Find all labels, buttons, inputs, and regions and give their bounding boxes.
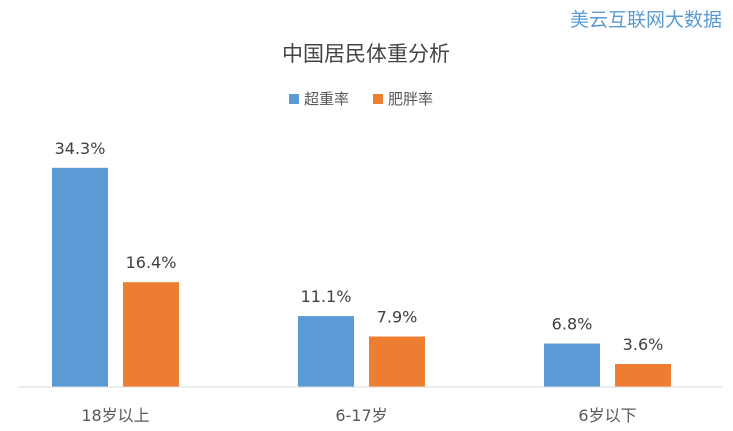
data-label-0-1: 16.4% [126,253,177,272]
chart-title: 中国居民体重分析 [282,42,450,66]
data-label-1-1: 7.9% [377,308,418,327]
bar-2-1 [615,363,671,387]
legend-swatch-overweight [289,94,299,104]
bar-1-1 [369,336,425,387]
legend-label-overweight: 超重率 [304,90,349,108]
data-label-2-0: 6.8% [552,315,593,334]
legend-swatch-obesity [373,94,383,104]
x-tick-label-0: 18岁以上 [81,406,149,425]
watermark-text: 美云互联网大数据 [570,9,722,31]
bar-0-0 [52,167,108,387]
legend-label-obesity: 肥胖率 [388,90,433,108]
bar-0-1 [123,282,179,387]
data-labels-group: 34.3% 16.4% 11.1% 7.9% 6.8% 3.6% [55,139,664,354]
bars-group [52,167,671,387]
data-label-2-1: 3.6% [623,335,664,354]
data-label-0-0: 34.3% [55,139,106,158]
bar-1-0 [298,316,354,387]
data-label-1-0: 11.1% [301,287,352,306]
legend: 超重率 肥胖率 [289,90,433,108]
x-tick-label-1: 6-17岁 [335,406,387,425]
x-axis-ticks: 18岁以上 6-17岁 6岁以下 [81,406,636,425]
bar-2-0 [544,343,600,387]
x-tick-label-2: 6岁以下 [578,406,636,425]
